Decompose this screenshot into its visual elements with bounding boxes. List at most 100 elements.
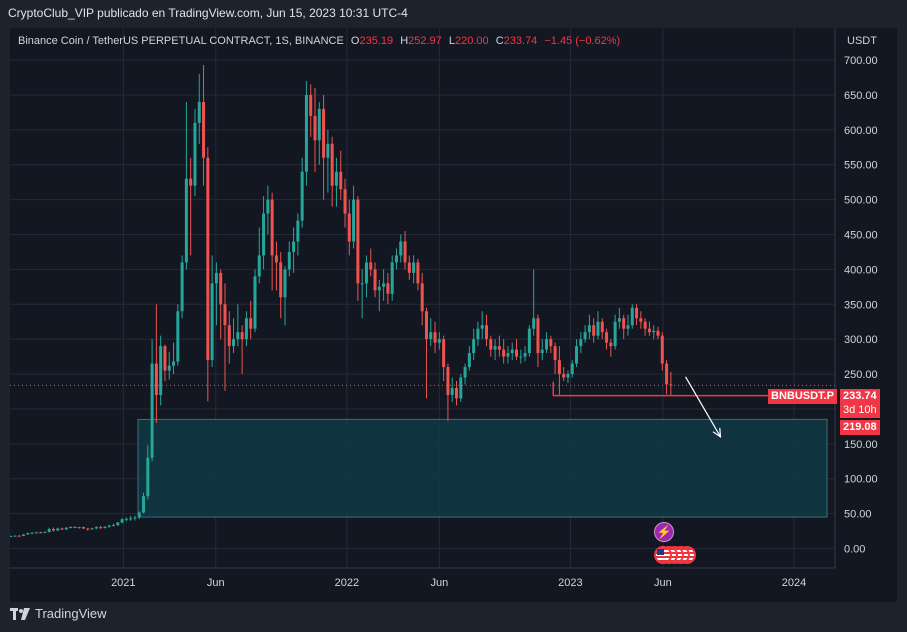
brand-name: TradingView <box>35 606 107 621</box>
candle-body <box>103 526 107 529</box>
candle-body <box>570 363 574 375</box>
candle-body <box>429 332 433 340</box>
lightning-icon[interactable]: ⚡ <box>654 522 674 542</box>
candle-body <box>485 325 489 340</box>
candle-body <box>660 335 664 364</box>
candle-body <box>497 346 501 350</box>
candle-body <box>532 318 536 329</box>
candle-body <box>360 283 364 285</box>
y-tick-label: 100.00 <box>844 474 878 486</box>
candle-body <box>184 178 188 263</box>
last-price-tag: 233.74 <box>840 389 880 404</box>
candle-body <box>433 332 437 343</box>
candle-body <box>94 527 98 529</box>
x-tick-label: Jun <box>430 577 448 589</box>
candle-body <box>669 384 673 386</box>
candle-body <box>300 171 304 221</box>
candle-body <box>142 496 146 513</box>
candle-body <box>583 332 587 340</box>
candle-body <box>592 325 596 336</box>
candle-body <box>274 255 278 263</box>
candle-body <box>159 346 163 395</box>
candle-body <box>193 122 197 186</box>
y-tick-label: 500.00 <box>844 195 878 207</box>
candle-body <box>510 349 514 354</box>
candle-body <box>283 269 287 298</box>
change-value: −1.45 (−0.62%) <box>544 35 621 47</box>
symbol-price-tag: BNBUSDT.P <box>768 389 837 404</box>
candle-body <box>30 532 34 534</box>
candle-body <box>519 356 523 358</box>
candle-body <box>369 262 373 270</box>
candle-body <box>120 519 124 523</box>
currency-label[interactable]: USDT <box>847 35 877 47</box>
candle-body <box>304 94 308 172</box>
candle-body <box>536 318 540 354</box>
candle-body <box>489 339 493 350</box>
candle-body <box>515 349 519 357</box>
candle-body <box>236 332 240 340</box>
candle-body <box>26 533 30 535</box>
candle-body <box>617 318 621 322</box>
candle-body <box>630 307 634 326</box>
top-bar: CryptoClub_VIP publicado en TradingView.… <box>0 0 907 28</box>
candle-body <box>232 339 236 347</box>
low-label: L <box>448 35 455 47</box>
candle-body <box>600 321 604 333</box>
x-tick-label: 2021 <box>111 577 135 589</box>
candle-body <box>90 528 94 530</box>
candle-body <box>64 527 68 530</box>
candle-body <box>223 304 227 326</box>
candle-body <box>197 101 201 123</box>
candle-body <box>313 115 317 141</box>
candle-body <box>81 527 85 529</box>
candle-body <box>56 528 60 531</box>
x-tick-label: Jun <box>207 577 225 589</box>
tradingview-logo-icon <box>10 607 30 620</box>
candle-body <box>244 318 248 340</box>
candle-body <box>352 199 356 242</box>
candle-body <box>39 532 43 534</box>
open-value: 235.19 <box>359 35 394 47</box>
x-tick-label: 2022 <box>335 577 359 589</box>
candle-body <box>129 518 133 520</box>
candle-body <box>137 512 141 518</box>
candle-body <box>172 361 176 366</box>
candles <box>10 64 673 538</box>
candle-body <box>43 531 47 533</box>
candle-body <box>613 321 617 347</box>
candle-body <box>34 532 38 534</box>
y-tick-label: 0.00 <box>844 543 865 555</box>
candle-body <box>596 321 600 336</box>
candle-body <box>210 283 214 361</box>
candle-body <box>133 517 137 519</box>
candle-body <box>472 339 476 354</box>
candle-body <box>480 325 484 329</box>
candle-body <box>112 525 116 527</box>
y-tick-label: 400.00 <box>844 264 878 276</box>
y-tick-label: 650.00 <box>844 90 878 102</box>
candle-body <box>77 527 81 529</box>
candle-body <box>407 262 411 273</box>
candle-body <box>647 328 651 333</box>
candle-body <box>73 526 77 528</box>
candle-body <box>124 518 128 520</box>
candle-body <box>403 241 407 263</box>
candle-body <box>287 251 291 270</box>
high-value: 252.97 <box>408 35 442 47</box>
candle-body <box>454 388 458 399</box>
tradingview-logo[interactable]: TradingView <box>10 606 107 621</box>
candle-body <box>180 262 184 312</box>
candle-body <box>107 525 111 527</box>
candle-body <box>437 339 441 343</box>
candle-body <box>553 346 557 361</box>
candle-body <box>176 311 180 362</box>
candle-body <box>467 353 471 368</box>
close-label: C <box>495 35 504 47</box>
candle-body <box>167 365 171 371</box>
y-tick-label: 450.00 <box>844 230 878 242</box>
candle-body <box>356 199 360 284</box>
us-flag-icon[interactable] <box>654 546 698 566</box>
candle-body <box>446 367 450 395</box>
price-chart[interactable]: 0.0050.00100.00150.00200.00250.00300.003… <box>10 28 897 602</box>
